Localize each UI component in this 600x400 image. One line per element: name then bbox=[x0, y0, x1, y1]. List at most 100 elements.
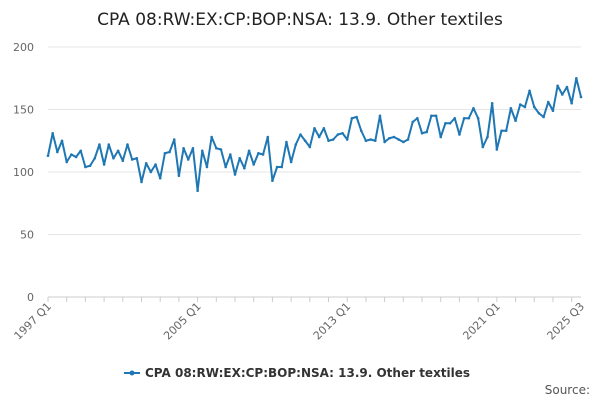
data-point[interactable] bbox=[420, 131, 424, 135]
data-point[interactable] bbox=[182, 146, 185, 150]
data-point[interactable] bbox=[144, 161, 148, 165]
data-point[interactable] bbox=[322, 126, 326, 130]
data-point[interactable] bbox=[425, 130, 429, 134]
data-point[interactable] bbox=[177, 174, 181, 178]
data-point[interactable] bbox=[130, 158, 134, 161]
data-point[interactable] bbox=[88, 164, 92, 168]
data-point[interactable] bbox=[308, 145, 312, 149]
data-point[interactable] bbox=[126, 143, 129, 146]
data-point[interactable] bbox=[102, 163, 106, 166]
legend[interactable]: CPA 08:RW:EX:CP:BOP:NSA: 13.9. Other tex… bbox=[124, 366, 470, 380]
data-point[interactable] bbox=[411, 120, 414, 124]
data-point[interactable] bbox=[350, 116, 354, 120]
data-point[interactable] bbox=[514, 119, 517, 123]
data-point[interactable] bbox=[51, 131, 54, 135]
data-point[interactable] bbox=[261, 153, 265, 156]
data-point[interactable] bbox=[373, 139, 377, 143]
data-point[interactable] bbox=[317, 135, 321, 139]
data-point[interactable] bbox=[565, 85, 569, 89]
data-point[interactable] bbox=[56, 150, 59, 154]
data-point[interactable] bbox=[116, 149, 120, 153]
data-point[interactable] bbox=[257, 151, 260, 155]
data-point[interactable] bbox=[70, 153, 73, 156]
data-point[interactable] bbox=[448, 121, 452, 125]
data-point[interactable] bbox=[331, 138, 335, 141]
data-point[interactable] bbox=[158, 176, 162, 180]
data-point[interactable] bbox=[537, 111, 541, 115]
data-point[interactable] bbox=[406, 138, 410, 141]
data-point[interactable] bbox=[570, 101, 573, 105]
data-point[interactable] bbox=[341, 131, 344, 135]
data-point[interactable] bbox=[233, 173, 237, 176]
data-point[interactable] bbox=[74, 155, 78, 159]
data-point[interactable] bbox=[219, 148, 223, 151]
data-point[interactable] bbox=[98, 143, 101, 146]
data-point[interactable] bbox=[280, 165, 284, 169]
data-point[interactable] bbox=[294, 143, 298, 146]
data-point[interactable] bbox=[172, 138, 176, 141]
data-point[interactable] bbox=[196, 189, 199, 193]
data-point[interactable] bbox=[224, 165, 227, 169]
data-point[interactable] bbox=[121, 159, 125, 163]
data-point[interactable] bbox=[238, 156, 241, 160]
data-point[interactable] bbox=[532, 105, 536, 109]
data-point[interactable] bbox=[252, 163, 256, 166]
data-point[interactable] bbox=[140, 180, 143, 184]
data-point[interactable] bbox=[392, 135, 396, 139]
data-point[interactable] bbox=[490, 101, 494, 105]
data-point[interactable] bbox=[378, 114, 382, 118]
data-point[interactable] bbox=[495, 148, 499, 151]
data-point[interactable] bbox=[135, 156, 139, 160]
data-point[interactable] bbox=[444, 121, 447, 125]
data-point[interactable] bbox=[60, 139, 64, 143]
data-point[interactable] bbox=[523, 105, 527, 109]
data-point[interactable] bbox=[149, 170, 153, 174]
data-point[interactable] bbox=[453, 116, 457, 120]
data-point[interactable] bbox=[191, 146, 195, 150]
data-point[interactable] bbox=[112, 156, 115, 160]
data-point[interactable] bbox=[229, 153, 232, 156]
data-point[interactable] bbox=[266, 135, 270, 139]
data-point[interactable] bbox=[303, 139, 307, 143]
data-point[interactable] bbox=[518, 103, 522, 106]
data-point[interactable] bbox=[462, 116, 466, 120]
data-point[interactable] bbox=[388, 136, 391, 140]
data-point[interactable] bbox=[275, 165, 279, 169]
data-point[interactable] bbox=[383, 140, 386, 144]
data-point[interactable] bbox=[285, 140, 288, 144]
data-point[interactable] bbox=[364, 139, 368, 143]
data-point[interactable] bbox=[551, 109, 555, 113]
data-point[interactable] bbox=[504, 129, 508, 133]
data-point[interactable] bbox=[327, 139, 330, 143]
data-point[interactable] bbox=[439, 135, 443, 139]
data-point[interactable] bbox=[163, 151, 167, 155]
data-point[interactable] bbox=[210, 135, 213, 139]
data-point[interactable] bbox=[107, 143, 111, 146]
data-point[interactable] bbox=[299, 133, 302, 136]
data-point[interactable] bbox=[369, 138, 372, 141]
data-point[interactable] bbox=[500, 129, 503, 133]
data-point[interactable] bbox=[481, 145, 485, 149]
data-point[interactable] bbox=[46, 154, 50, 158]
data-point[interactable] bbox=[528, 89, 531, 93]
data-point[interactable] bbox=[472, 106, 475, 110]
data-point[interactable] bbox=[84, 165, 87, 169]
data-point[interactable] bbox=[79, 149, 83, 153]
data-point[interactable] bbox=[200, 149, 204, 153]
data-point[interactable] bbox=[186, 158, 190, 161]
data-point[interactable] bbox=[154, 163, 157, 166]
data-point[interactable] bbox=[271, 179, 274, 183]
data-point[interactable] bbox=[416, 116, 419, 120]
data-point[interactable] bbox=[345, 138, 349, 141]
data-point[interactable] bbox=[168, 150, 171, 154]
data-point[interactable] bbox=[467, 116, 471, 120]
data-point[interactable] bbox=[359, 129, 363, 133]
data-point[interactable] bbox=[434, 114, 438, 118]
data-point[interactable] bbox=[486, 135, 489, 139]
data-point[interactable] bbox=[575, 76, 578, 80]
data-point[interactable] bbox=[556, 84, 559, 88]
data-point[interactable] bbox=[546, 100, 550, 104]
data-point[interactable] bbox=[93, 156, 97, 160]
data-point[interactable] bbox=[355, 115, 358, 119]
data-point[interactable] bbox=[397, 138, 400, 141]
